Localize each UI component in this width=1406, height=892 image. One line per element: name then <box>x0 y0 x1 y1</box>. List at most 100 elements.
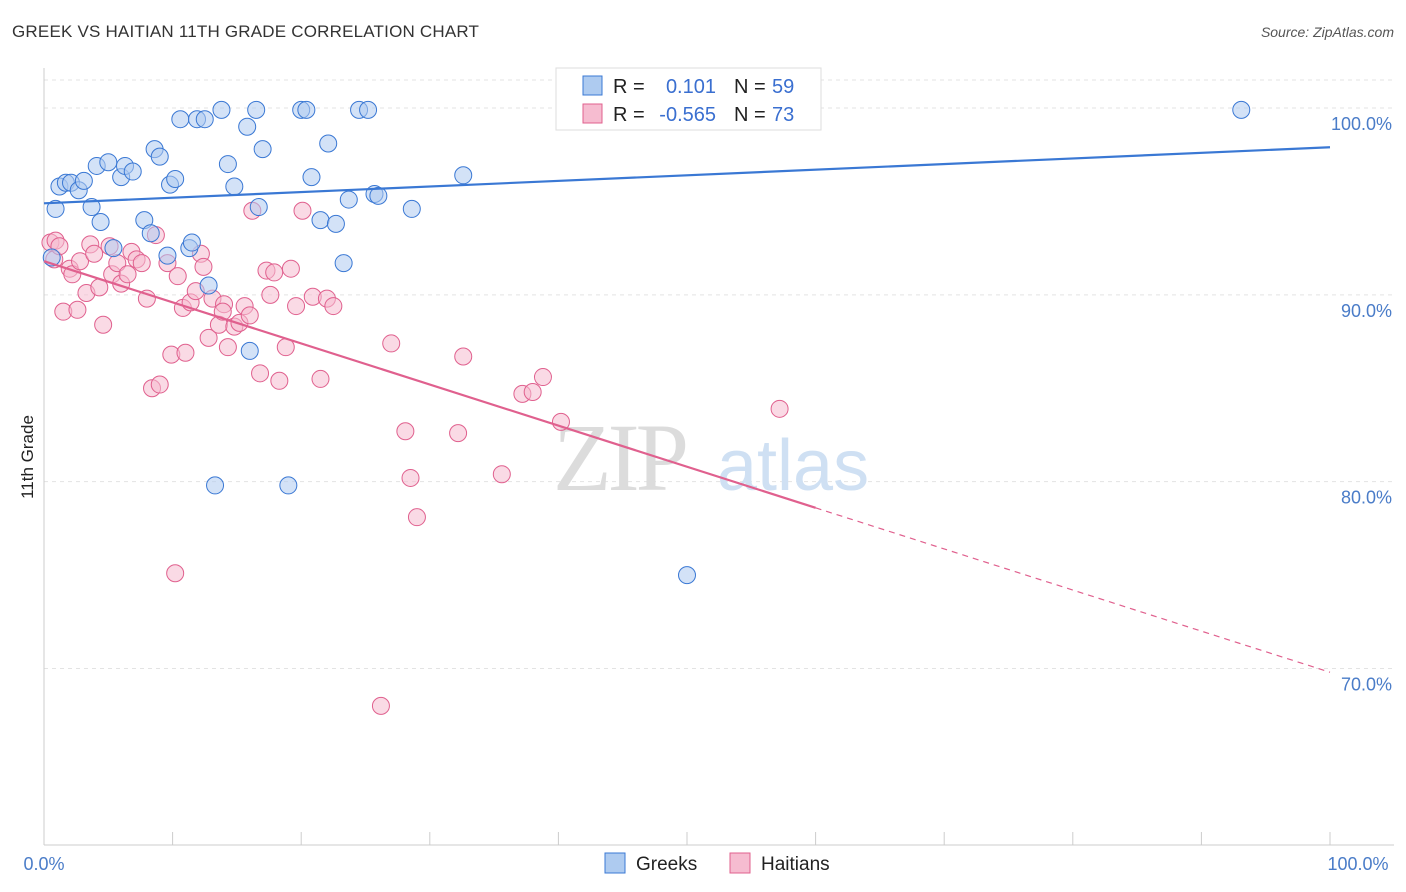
greek-point-43 <box>334 254 353 273</box>
greek-point-9 <box>99 153 118 172</box>
x-tick-label-end: 100.0% <box>1327 854 1388 874</box>
greek-point-26 <box>199 276 218 295</box>
haitian-point-48 <box>261 285 280 304</box>
greek-point-40 <box>311 211 330 230</box>
haitian-point-50 <box>270 371 289 390</box>
haitian-point-31 <box>176 343 195 362</box>
haitian-point-40 <box>218 338 237 357</box>
haitian-point-18 <box>118 265 137 284</box>
greek-point-21 <box>171 110 190 129</box>
haitian-point-52 <box>281 259 300 278</box>
greek-point-34 <box>249 198 268 217</box>
greek-point-48 <box>369 186 388 205</box>
haitian-point-58 <box>324 297 343 316</box>
haitian-point-64 <box>449 424 468 443</box>
y-tick-label-100: 100.0% <box>1331 114 1392 134</box>
greek-point-29 <box>218 155 237 174</box>
greek-point-17 <box>150 147 169 166</box>
greek-point-8 <box>91 212 110 231</box>
haitian-point-21 <box>132 254 151 273</box>
greek-point-25 <box>195 110 214 129</box>
greek-point-27 <box>206 476 225 495</box>
greek-point-18 <box>158 246 177 265</box>
greek-point-32 <box>240 341 259 360</box>
haitian-point-35 <box>194 257 213 276</box>
legend-haitian-r-label: R = <box>613 104 645 126</box>
greek-point-46 <box>359 100 378 119</box>
x-ticks <box>43 832 1331 845</box>
watermark-zip: ZIP <box>553 404 686 511</box>
source-label: Source: ZipAtlas.com <box>1260 24 1394 40</box>
bottom-legend-greek-swatch <box>604 852 626 874</box>
haitian-point-60 <box>382 334 401 353</box>
legend-haitian-swatch <box>582 103 603 124</box>
haitian-point-8 <box>71 252 90 271</box>
haitian-point-65 <box>454 347 473 366</box>
greek-point-36 <box>279 476 298 495</box>
haitian-point-63 <box>407 508 426 527</box>
chart-title: GREEK VS HAITIAN 11TH GRADE CORRELATION … <box>12 22 480 41</box>
y-tick-label-70: 70.0% <box>1341 675 1392 695</box>
haitian-point-71 <box>770 399 789 418</box>
haitian-point-69 <box>533 368 552 387</box>
greek-point-44 <box>339 190 358 209</box>
greek-point-54 <box>678 566 696 585</box>
haitian-point-29 <box>168 267 187 286</box>
greek-point-42 <box>326 214 345 233</box>
y-tick-label-90: 90.0% <box>1341 301 1392 321</box>
haitian-point-61 <box>396 422 415 441</box>
legend-greek-n-label: N = <box>734 76 766 98</box>
haitian-point-68 <box>523 383 542 402</box>
greek-point-5 <box>74 171 93 190</box>
watermark-atlas: atlas <box>717 426 869 506</box>
legend-greek-swatch <box>582 75 603 96</box>
haitian-point-44 <box>240 306 259 325</box>
greek-point-6 <box>82 198 101 217</box>
greek-point-28 <box>212 100 231 119</box>
bottom-legend-haitian-swatch <box>729 852 751 874</box>
greek-point-31 <box>238 117 257 136</box>
haitian-point-25 <box>150 375 169 394</box>
bottom-legend-haitian-label: Haitians <box>761 854 830 875</box>
y-axis-label: 11th Grade <box>18 415 37 499</box>
haitian-point-62 <box>401 468 420 487</box>
watermark: ZIP atlas <box>553 404 869 511</box>
haitian-point-49 <box>265 263 284 282</box>
greek-point-57 <box>1232 100 1251 119</box>
haitian-trend-extension <box>815 507 1331 673</box>
greek-point-39 <box>302 168 321 187</box>
haitian-point-56 <box>311 369 330 388</box>
greek-point-33 <box>247 100 266 119</box>
series-legend: Greeks Haitians <box>604 852 830 875</box>
haitian-point-28 <box>166 564 185 583</box>
haitian-point-53 <box>287 297 306 316</box>
legend-greek-r-label: R = <box>613 76 645 98</box>
greek-point-10 <box>104 239 123 258</box>
trend-lines <box>43 146 1331 673</box>
greek-point-13 <box>123 162 142 181</box>
x-tick-label-start: 0.0% <box>23 854 64 874</box>
haitian-point-66 <box>492 465 511 484</box>
greek-point-41 <box>319 134 338 153</box>
greek-point-49 <box>402 199 421 218</box>
haitian-point-54 <box>293 201 312 220</box>
y-tick-label-80: 80.0% <box>1341 488 1392 508</box>
legend-haitian-n-value: 73 <box>772 104 794 126</box>
greek-point-38 <box>297 100 316 119</box>
greek-point-30 <box>225 177 244 196</box>
legend-haitian-n-label: N = <box>734 104 766 126</box>
gridlines <box>44 79 1394 670</box>
greek-point-0 <box>46 199 65 218</box>
haitian-point-59 <box>371 696 390 715</box>
bottom-legend-greek-label: Greeks <box>636 854 697 875</box>
haitian-trend-line <box>43 260 816 509</box>
haitian-point-46 <box>251 364 270 383</box>
greek-point-50 <box>454 166 473 185</box>
greek-point-23 <box>182 233 201 252</box>
greek-point-35 <box>253 140 272 159</box>
haitian-point-11 <box>85 244 104 263</box>
correlation-legend: R = 0.101 N = 59 R = -0.565 N = 73 <box>555 67 822 131</box>
haitian-point-7 <box>68 300 87 319</box>
legend-greek-r-value: 0.101 <box>666 76 716 98</box>
